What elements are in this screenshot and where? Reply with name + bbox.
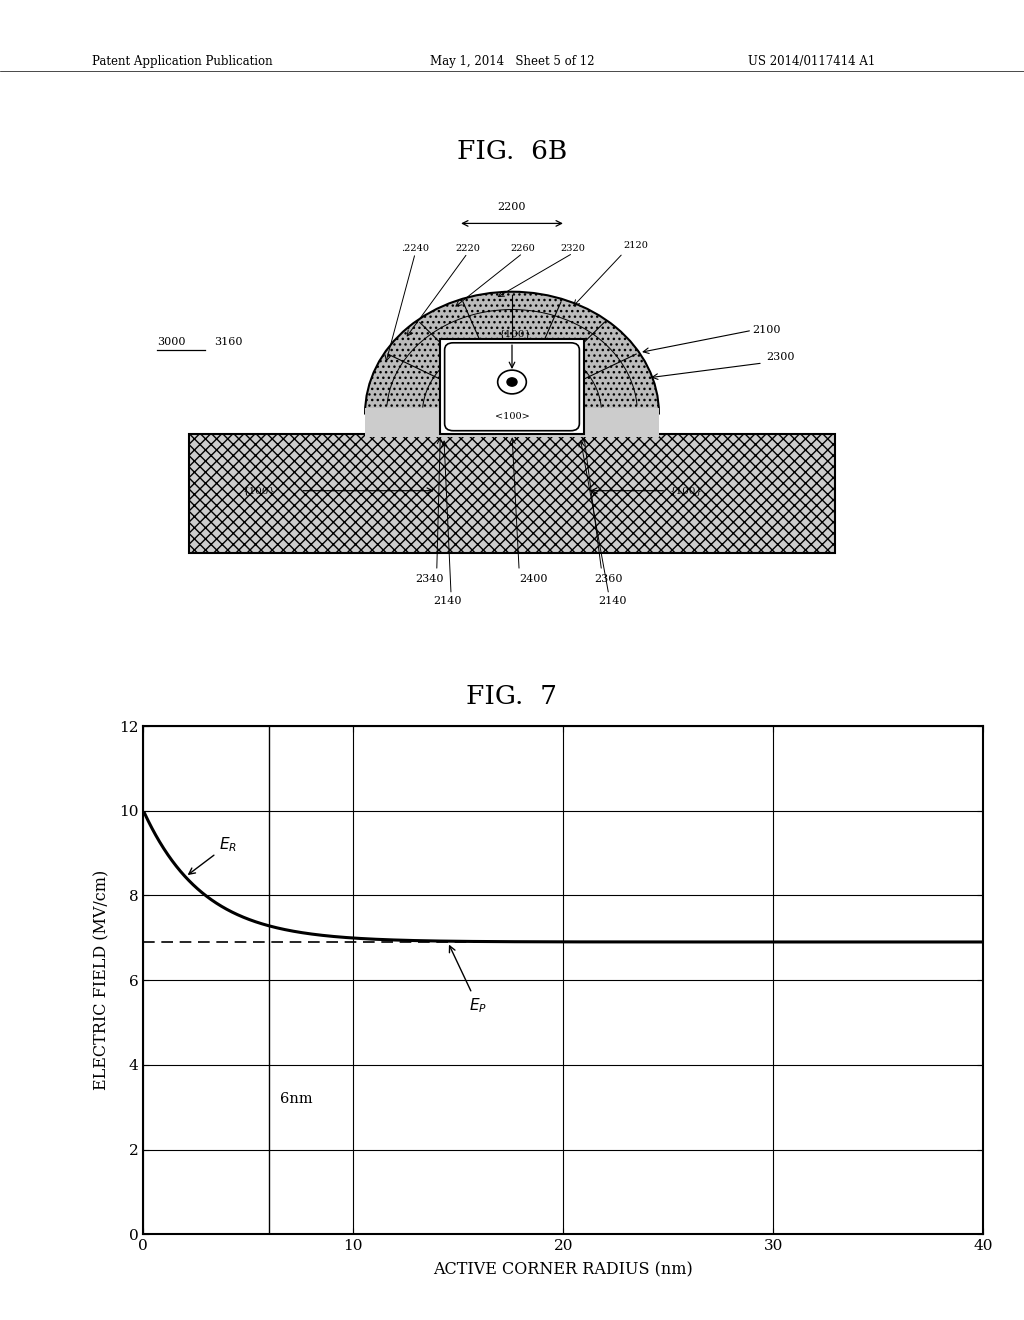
Text: FIG.  6B: FIG. 6B bbox=[457, 140, 567, 164]
Text: 2300: 2300 bbox=[766, 352, 795, 362]
Text: 2120: 2120 bbox=[623, 242, 648, 249]
Text: 2200: 2200 bbox=[498, 202, 526, 211]
Bar bbox=[365, 408, 659, 437]
Text: FIG.  7: FIG. 7 bbox=[467, 685, 557, 709]
Text: 2220: 2220 bbox=[455, 244, 480, 253]
Text: .2240: .2240 bbox=[401, 244, 429, 253]
Text: 2140: 2140 bbox=[598, 597, 627, 606]
Text: {100}: {100} bbox=[499, 329, 532, 338]
Text: 2100: 2100 bbox=[752, 325, 780, 335]
Text: 2260: 2260 bbox=[510, 244, 536, 253]
Text: May 1, 2014   Sheet 5 of 12: May 1, 2014 Sheet 5 of 12 bbox=[430, 55, 595, 69]
Y-axis label: ELECTRIC FIELD (MV/cm): ELECTRIC FIELD (MV/cm) bbox=[93, 870, 111, 1090]
Text: Patent Application Publication: Patent Application Publication bbox=[92, 55, 272, 69]
Text: {100}: {100} bbox=[244, 486, 276, 495]
Bar bbox=[440, 339, 584, 434]
Bar bbox=[440, 339, 584, 434]
Text: <100>: <100> bbox=[495, 412, 529, 421]
Text: 3160: 3160 bbox=[215, 337, 243, 347]
Text: US 2014/0117414 A1: US 2014/0117414 A1 bbox=[748, 55, 874, 69]
Text: 2340: 2340 bbox=[416, 574, 443, 583]
Text: 2360: 2360 bbox=[595, 574, 623, 583]
Text: 2400: 2400 bbox=[519, 574, 548, 583]
Text: $E_R$: $E_R$ bbox=[188, 836, 237, 874]
Text: 3000: 3000 bbox=[158, 337, 185, 347]
Circle shape bbox=[507, 378, 517, 387]
Circle shape bbox=[498, 370, 526, 393]
X-axis label: ACTIVE CORNER RADIUS (nm): ACTIVE CORNER RADIUS (nm) bbox=[433, 1262, 693, 1278]
Text: 6nm: 6nm bbox=[280, 1092, 312, 1106]
Text: {100}: {100} bbox=[670, 486, 702, 495]
Text: 2140: 2140 bbox=[433, 597, 462, 606]
Text: 2320: 2320 bbox=[560, 244, 586, 253]
Wedge shape bbox=[365, 292, 659, 413]
Text: $E_P$: $E_P$ bbox=[450, 946, 486, 1015]
Bar bbox=[189, 434, 835, 553]
